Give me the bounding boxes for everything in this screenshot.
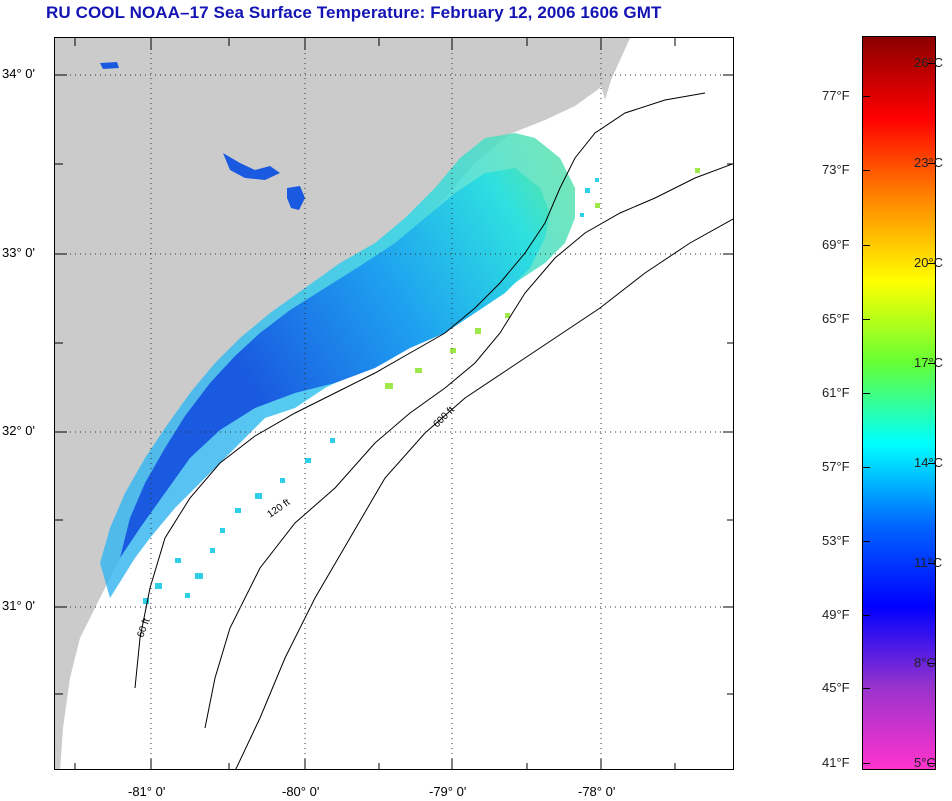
lake-marion: [223, 153, 280, 180]
colorbar-f-label: 57°F: [822, 459, 850, 474]
colorbar-c-tick: [928, 63, 936, 64]
colorbar-c-tick: [928, 363, 936, 364]
colorbar-f-tick: [862, 467, 870, 468]
map-title: RU COOL NOAA–17 Sea Surface Temperature:…: [46, 3, 662, 22]
isobath-600ft: [235, 218, 733, 769]
lon-label-80: -80° 0': [282, 784, 320, 799]
colorbar-f-label: 41°F: [822, 755, 850, 770]
colorbar-f-tick: [862, 393, 870, 394]
sst-core-band: [120, 168, 550, 558]
colorbar-f-tick: [862, 170, 870, 171]
colorbar-c-tick: [928, 163, 936, 164]
colorbar-f-label: 45°F: [822, 680, 850, 695]
lon-label-79: -79° 0': [429, 784, 467, 799]
lat-label-31: 31° 0': [2, 598, 35, 613]
colorbar-c-label: 17°C: [914, 355, 944, 370]
sst-map[interactable]: 60 ft 120 ft 600 ft: [54, 37, 734, 770]
isobath-label-60ft: 60 ft: [135, 617, 152, 639]
map-canvas: 60 ft 120 ft 600 ft: [55, 38, 733, 769]
colorbar-c-label: 5°C: [914, 755, 936, 770]
colorbar-f-label: 65°F: [822, 311, 850, 326]
colorbar-c-tick: [928, 463, 936, 464]
sst-scatter: [143, 178, 599, 604]
colorbar-f-label: 77°F: [822, 88, 850, 103]
isobath-120ft: [204, 163, 733, 729]
colorbar-c-tick: [928, 763, 936, 764]
colorbar-f-label: 49°F: [822, 607, 850, 622]
small-lake: [100, 62, 119, 69]
lat-label-33: 33° 0': [2, 245, 35, 260]
colorbar-c-label: 23°C: [914, 155, 944, 170]
colorbar-c-label: 14°C: [914, 455, 944, 470]
colorbar-c-tick: [928, 663, 936, 664]
colorbar-c-label: 20°C: [914, 255, 944, 270]
isobath-60ft: [134, 92, 706, 689]
isobath-label-120ft: 120 ft: [265, 497, 292, 520]
lat-label-32: 32° 0': [2, 423, 35, 438]
colorbar-f-tick: [862, 96, 870, 97]
colorbar-f-tick: [862, 245, 870, 246]
colorbar-c-label: 26°C: [914, 55, 944, 70]
colorbar-f-tick: [862, 763, 870, 764]
colorbar-f-label: 61°F: [822, 385, 850, 400]
lake-moultrie: [287, 186, 305, 210]
colorbar-c-tick: [928, 263, 936, 264]
graticule: [55, 38, 733, 769]
colorbar-f-tick: [862, 319, 870, 320]
colorbar-c-label: 8°C: [914, 655, 936, 670]
temperature-colorbar: [862, 36, 936, 770]
colorbar-c-tick: [928, 563, 936, 564]
colorbar-f-label: 53°F: [822, 533, 850, 548]
cape-land: [599, 38, 630, 100]
colorbar-f-tick: [862, 615, 870, 616]
lat-label-34: 34° 0': [2, 66, 35, 81]
colorbar-c-label: 11°C: [914, 555, 943, 570]
land-mass: [55, 38, 630, 769]
sst-scatter-green: [385, 168, 700, 389]
colorbar-f-tick: [862, 541, 870, 542]
colorbar-f-tick: [862, 688, 870, 689]
colorbar-f-label: 69°F: [822, 237, 850, 252]
lon-label-81: -81° 0': [128, 784, 166, 799]
lon-label-78: -78° 0': [578, 784, 616, 799]
colorbar-f-label: 73°F: [822, 162, 850, 177]
axis-ticks: [55, 38, 733, 769]
